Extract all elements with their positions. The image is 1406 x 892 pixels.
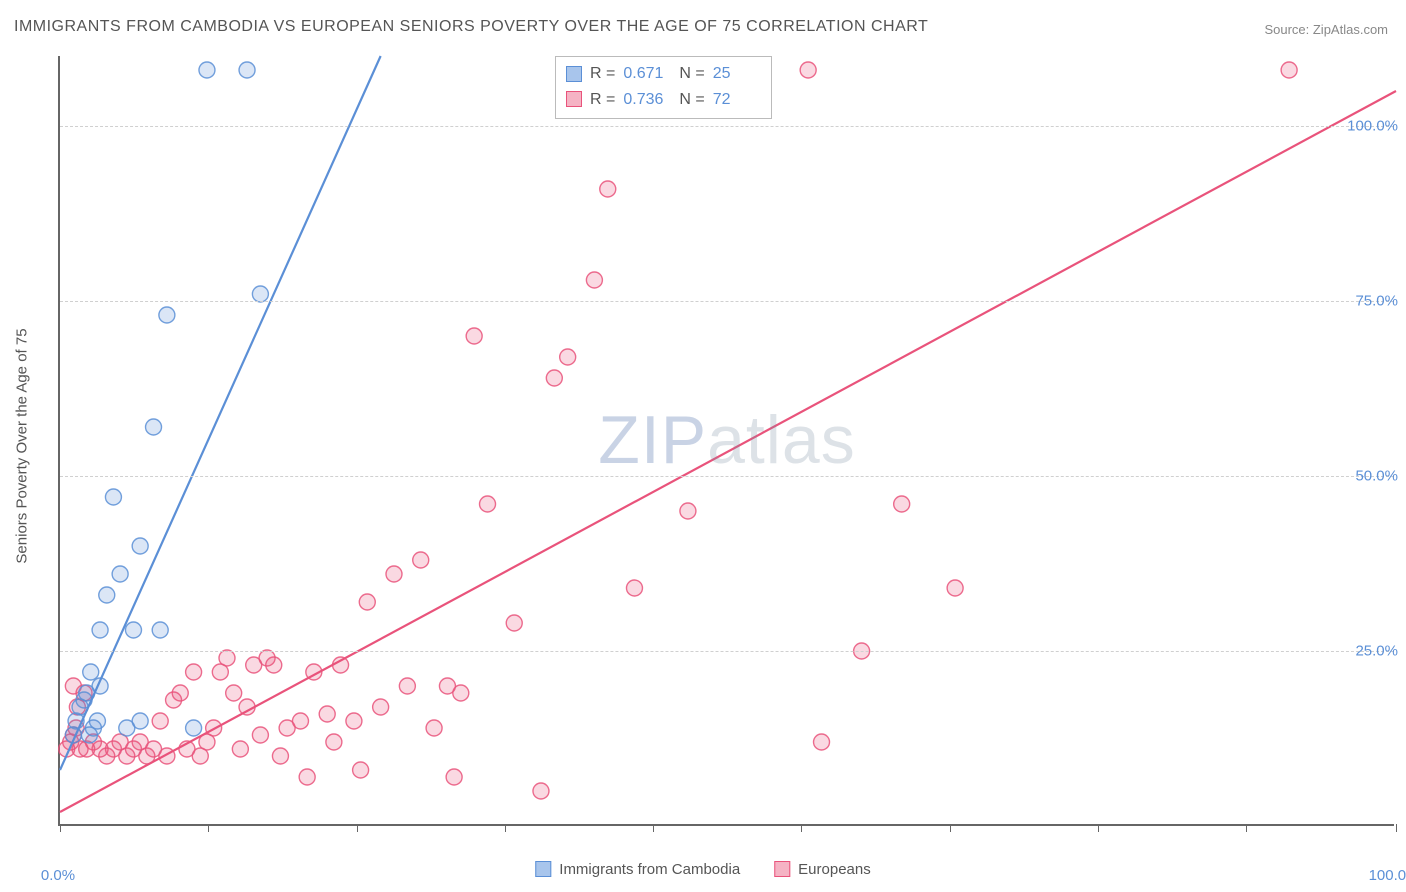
swatch-icon (566, 91, 582, 107)
legend-item-series1: Immigrants from Cambodia (535, 861, 740, 878)
chart-title: IMMIGRANTS FROM CAMBODIA VS EUROPEAN SEN… (14, 18, 928, 36)
swatch-icon (774, 861, 790, 877)
r-label: R (590, 91, 602, 108)
plot-area: ZIPatlas (58, 56, 1394, 826)
x-axis-legend: Immigrants from Cambodia Europeans (535, 861, 870, 878)
equals-sign: = (606, 91, 615, 108)
x-tick-label: 0.0% (41, 867, 75, 884)
n-label: N (679, 65, 691, 82)
n-label: N (679, 91, 691, 108)
equals-sign: = (695, 91, 704, 108)
swatch-icon (535, 861, 551, 877)
x-tick-label: 100.0% (1369, 867, 1406, 884)
equals-sign: = (695, 65, 704, 82)
x-tick (357, 824, 358, 832)
stats-row-series1: R = 0.671 N = 25 (566, 61, 761, 87)
gridline (60, 651, 1394, 652)
x-tick (1098, 824, 1099, 832)
gridline (60, 301, 1394, 302)
x-tick (505, 824, 506, 832)
x-tick (801, 824, 802, 832)
r-value: 0.736 (623, 87, 671, 113)
y-tick-label: 50.0% (1355, 468, 1398, 485)
gridline (60, 476, 1394, 477)
swatch-icon (566, 66, 582, 82)
x-tick (1396, 824, 1397, 832)
source-attribution: Source: ZipAtlas.com (1264, 22, 1388, 37)
legend-label: Europeans (798, 861, 871, 878)
stats-row-series2: R = 0.736 N = 72 (566, 87, 761, 113)
n-value: 72 (713, 87, 761, 113)
y-tick-label: 75.0% (1355, 293, 1398, 310)
legend-item-series2: Europeans (774, 861, 871, 878)
equals-sign: = (606, 65, 615, 82)
legend-label: Immigrants from Cambodia (559, 861, 740, 878)
x-tick (208, 824, 209, 832)
x-tick (1246, 824, 1247, 832)
x-tick (950, 824, 951, 832)
n-value: 25 (713, 61, 761, 87)
r-label: R (590, 65, 602, 82)
gridline (60, 126, 1394, 127)
correlation-stats-box: R = 0.671 N = 25 R = 0.736 N = 72 (555, 56, 772, 119)
scatter-plot-svg (60, 56, 1394, 824)
y-tick-label: 100.0% (1347, 118, 1398, 135)
y-axis-label: Seniors Poverty Over the Age of 75 (14, 328, 31, 563)
r-value: 0.671 (623, 61, 671, 87)
x-tick (653, 824, 654, 832)
y-tick-label: 25.0% (1355, 643, 1398, 660)
x-tick (60, 824, 61, 832)
